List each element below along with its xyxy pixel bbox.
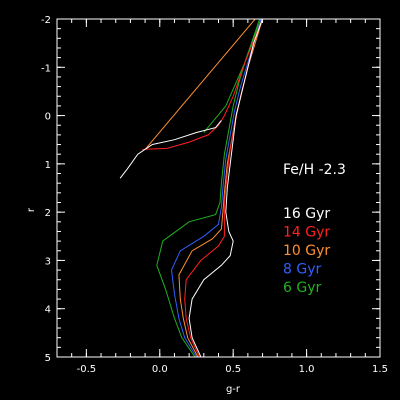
branch-line-6-gyr xyxy=(203,19,261,133)
y-axis-label: r xyxy=(26,207,37,212)
y-tick-label: 0 xyxy=(45,112,51,123)
legend-entry-14-gyr: 14 Gyr xyxy=(283,225,330,241)
legend: 16 Gyr 14 Gyr 10 Gyr 8 Gyr 6 Gyr xyxy=(283,206,330,296)
isochrone-line-16-gyr xyxy=(188,19,263,357)
legend-entry-16-gyr: 16 Gyr xyxy=(283,206,330,222)
legend-entry-10-gyr: 10 Gyr xyxy=(283,243,330,259)
x-tick-label: 0.0 xyxy=(152,364,168,375)
x-tick-label: 1.5 xyxy=(372,364,388,375)
y-tick-label: -2 xyxy=(41,15,51,26)
x-tick-label: 0.5 xyxy=(225,364,241,375)
x-tick-label: 1.0 xyxy=(299,364,315,375)
isochrone-line-8-gyr xyxy=(170,19,262,357)
y-tick-label: 3 xyxy=(45,256,51,267)
plot-area xyxy=(119,19,263,357)
y-tick-label: 4 xyxy=(45,305,51,316)
y-tick-label: -1 xyxy=(41,63,51,74)
y-tick-label: 2 xyxy=(45,208,51,219)
axes: -0.5 0.0 0.5 1.0 1.5 -2 -1 0 1 2 3 4 5 xyxy=(41,15,388,375)
x-axis-label: g-r xyxy=(226,384,241,395)
legend-entry-6-gyr: 6 Gyr xyxy=(283,280,321,296)
branch-line-16-gyr xyxy=(119,120,222,179)
metallicity-annotation: Fe/H -2.3 xyxy=(283,162,346,178)
y-tick-label: 1 xyxy=(45,160,51,171)
y-tick-label: 5 xyxy=(45,353,51,364)
series-group xyxy=(119,19,263,357)
legend-entry-8-gyr: 8 Gyr xyxy=(283,262,321,278)
x-tick-label: -0.5 xyxy=(77,364,97,375)
branch-line-10-gyr xyxy=(144,19,256,150)
branch-line-14-gyr xyxy=(142,19,263,150)
